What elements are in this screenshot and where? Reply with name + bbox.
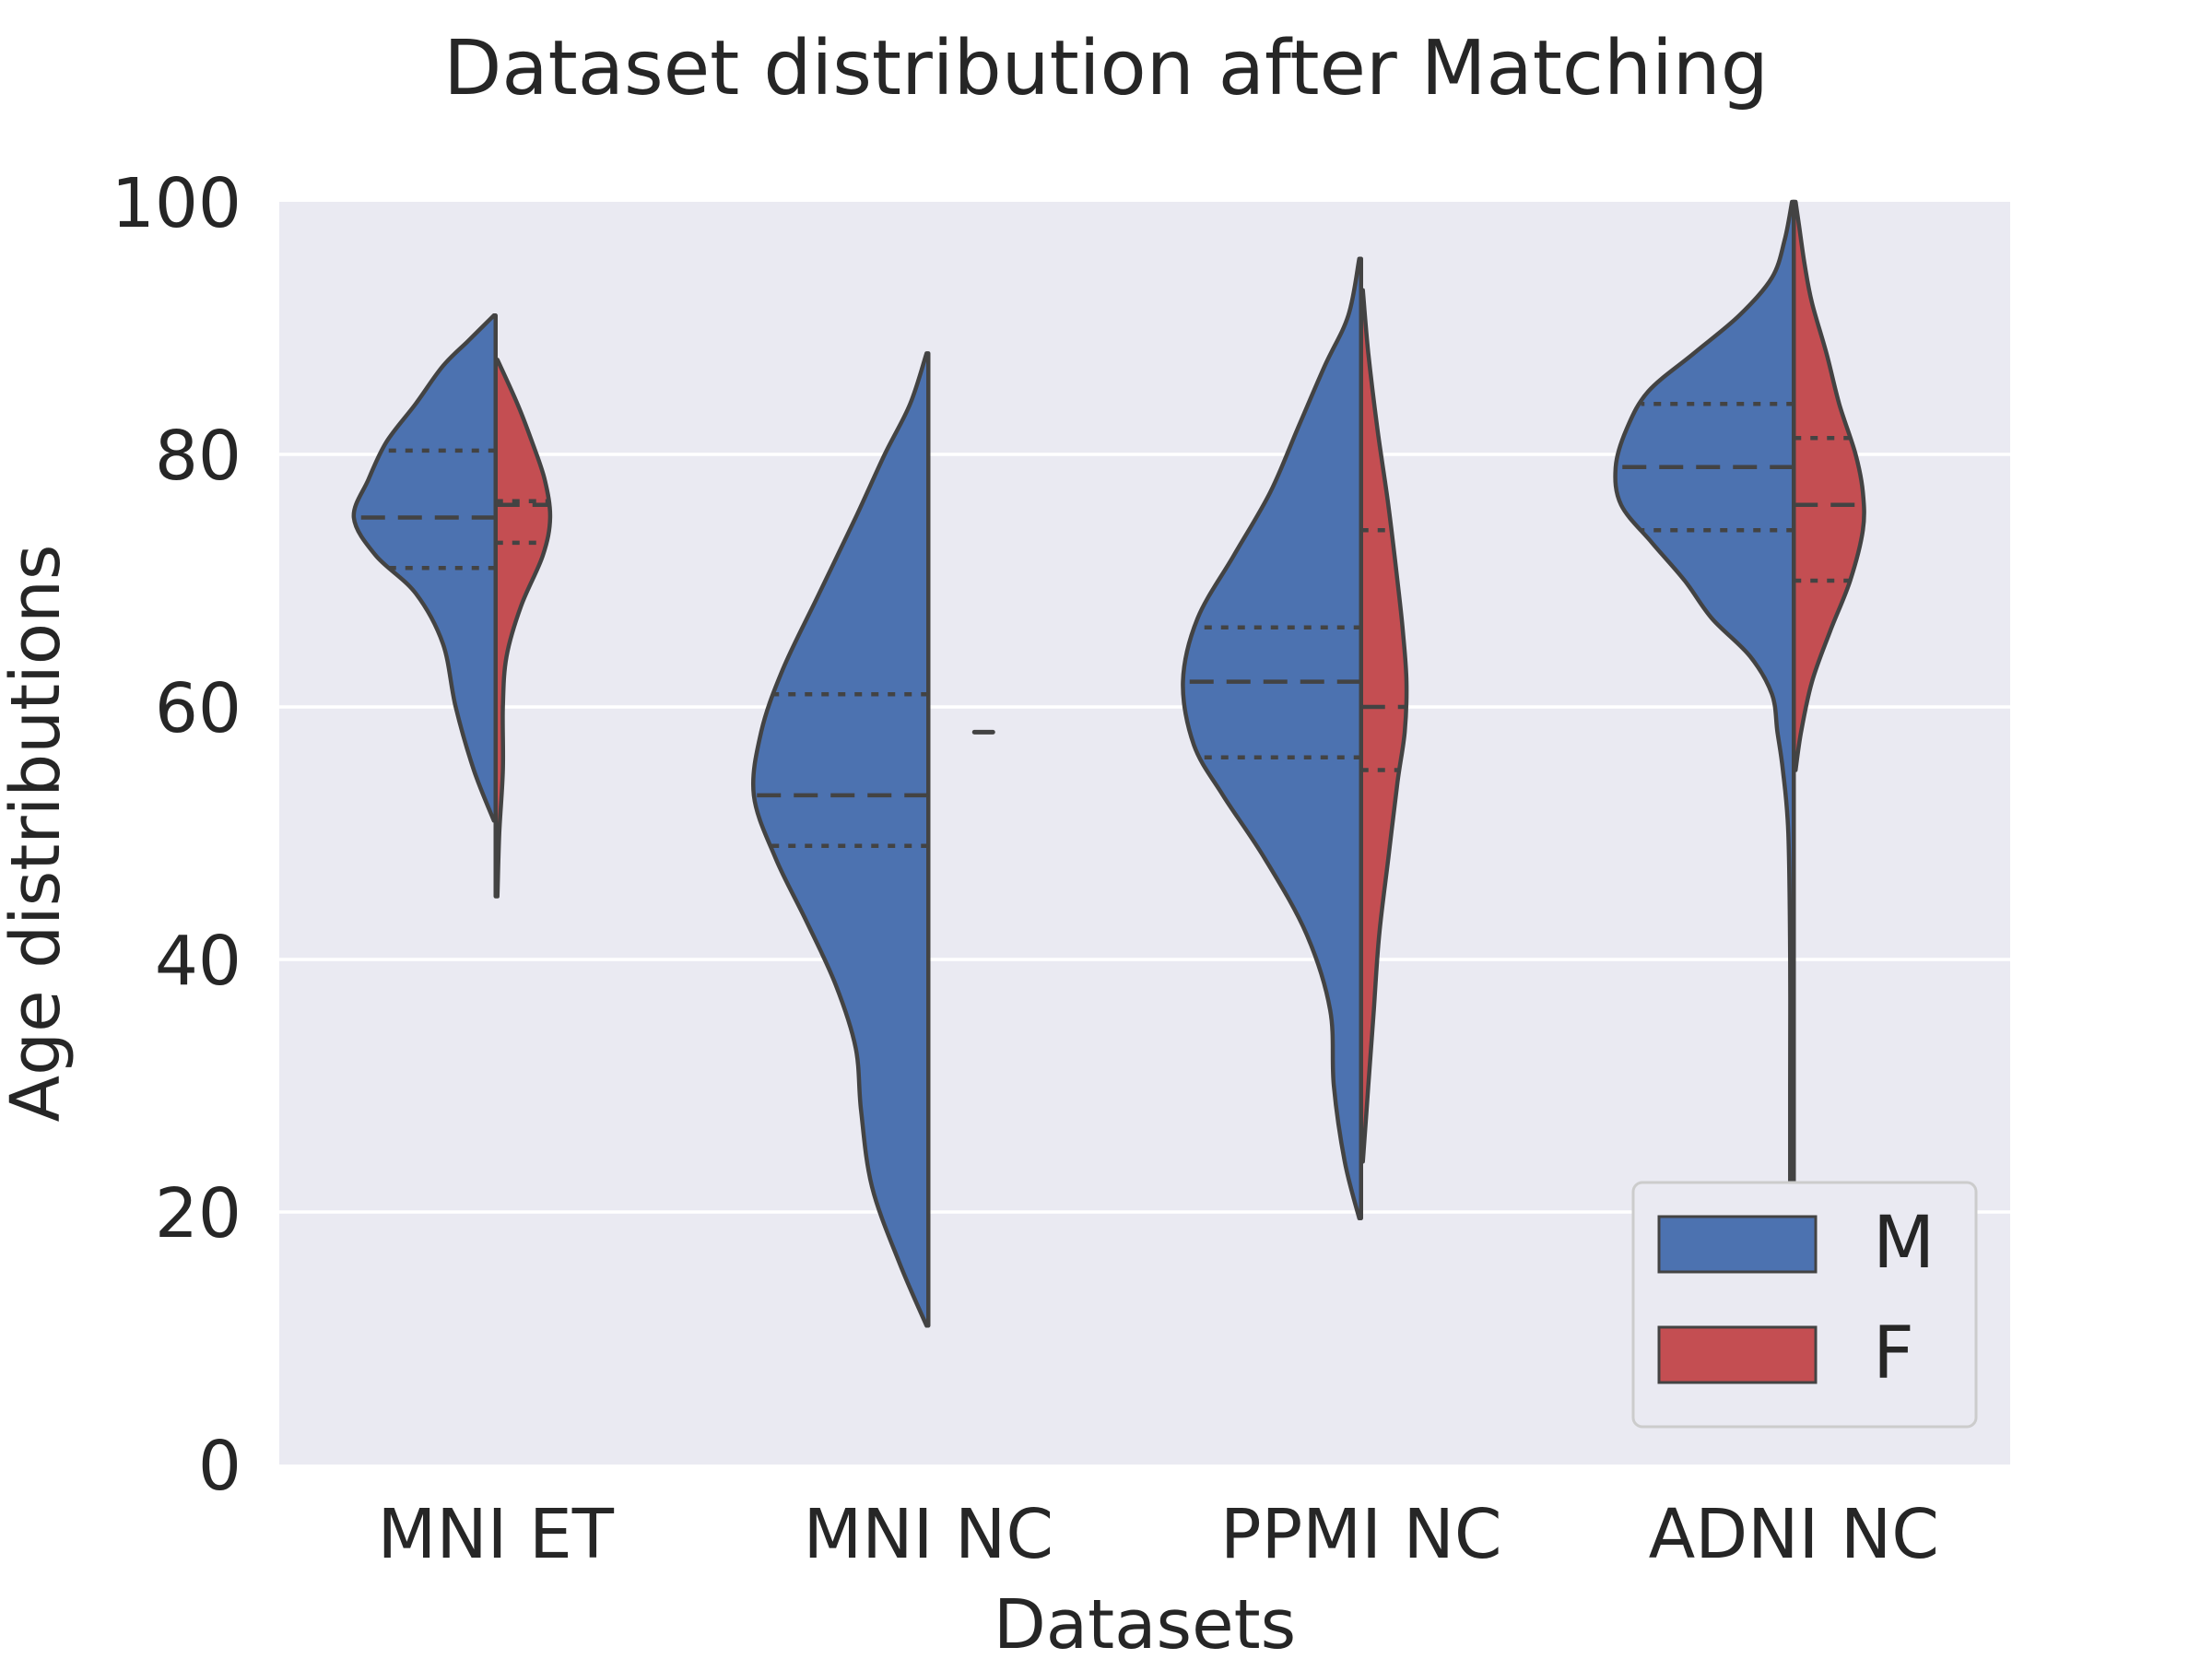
x-axis-label: Datasets (994, 1585, 1296, 1659)
violin-body (750, 351, 931, 1328)
legend: MF (1631, 1181, 1978, 1429)
x-tick-label: PPMI NC (1220, 1495, 1501, 1574)
violin-body (493, 358, 553, 899)
y-tick-label: 100 (112, 164, 241, 243)
violins (351, 199, 1866, 1328)
legend-swatch-M (1657, 1215, 1818, 1274)
violin-F-0 (493, 358, 553, 899)
legend-swatch-F (1657, 1325, 1818, 1384)
violin-body (1792, 199, 1866, 772)
legend-label-F: F (1873, 1312, 1914, 1395)
violin-body (1613, 199, 1796, 1202)
x-tick-label: MNI NC (803, 1495, 1053, 1574)
violin-body (1181, 256, 1363, 1221)
y-tick-label: 80 (155, 417, 241, 496)
chart-title: Dataset distribution after Matching (443, 25, 1769, 112)
violin-F-3 (1792, 199, 1866, 772)
x-tick-label: MNI ET (377, 1495, 614, 1574)
violin-M-1 (750, 351, 931, 1328)
violin-M-2 (1181, 256, 1363, 1221)
legend-label-M: M (1873, 1202, 1935, 1285)
violin-M-0 (351, 313, 498, 823)
x-tick-label: ADNI NC (1649, 1495, 1939, 1574)
y-tick-label: 20 (155, 1174, 241, 1253)
violin-body (1359, 288, 1409, 1164)
y-tick-labels: 0 20 40 60 80 100 (112, 164, 241, 1506)
y-axis-label: Age distributions (0, 545, 76, 1123)
y-tick-label: 0 (198, 1427, 241, 1506)
y-tick-label: 40 (155, 922, 241, 1001)
x-tick-labels: MNI ET MNI NC PPMI NC ADNI NC (377, 1495, 1938, 1574)
violin-F-2 (1359, 288, 1409, 1164)
violin-M-3 (1613, 199, 1796, 1202)
y-tick-label: 60 (155, 669, 241, 748)
